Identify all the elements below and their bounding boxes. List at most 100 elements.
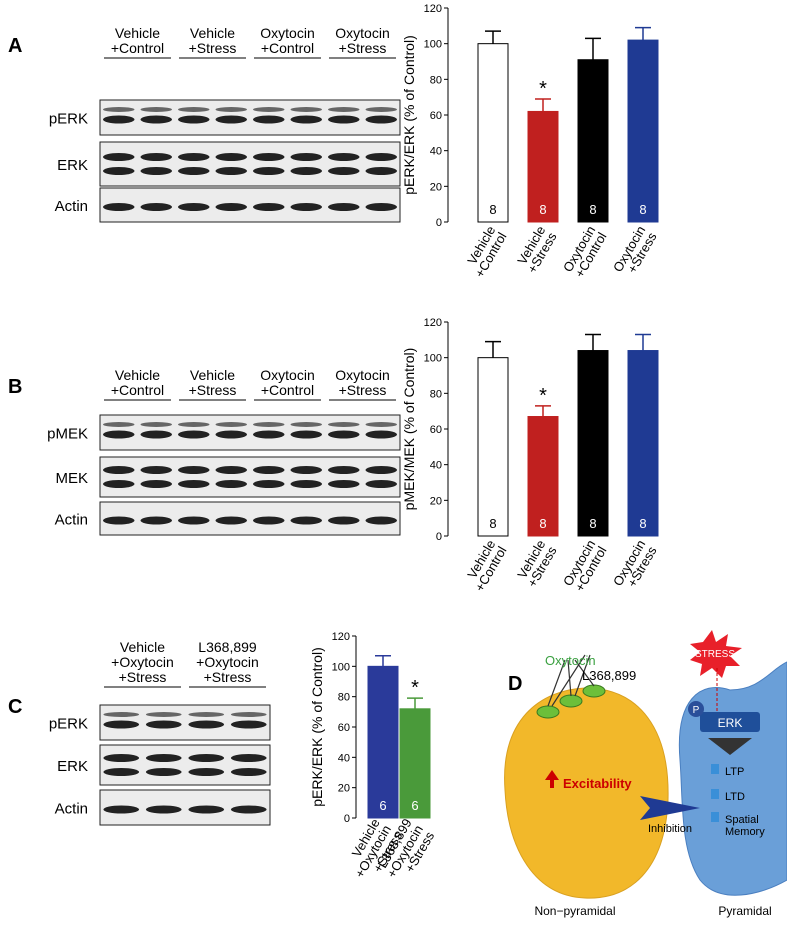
- row-label: pMEK: [47, 426, 88, 443]
- band: [103, 422, 135, 427]
- category-group: Vehicle+Control: [464, 537, 509, 594]
- error-bar: [375, 654, 391, 667]
- band: [215, 422, 247, 427]
- band: [145, 754, 182, 762]
- blot: [99, 744, 271, 786]
- band: [290, 203, 322, 211]
- row-label: ERK: [57, 157, 88, 174]
- n-label: 8: [539, 202, 546, 217]
- band: [178, 107, 210, 112]
- lane-label: Vehicle +Stress: [189, 367, 237, 398]
- lane-label: Oxytocin +Stress: [335, 25, 389, 56]
- lane-label: Vehicle +Stress: [189, 25, 237, 56]
- error-bar: [635, 333, 651, 351]
- blot: [99, 456, 401, 498]
- band: [290, 480, 322, 488]
- band: [188, 805, 225, 814]
- band: [328, 203, 360, 211]
- band: [103, 712, 140, 717]
- bar: [627, 350, 659, 537]
- band: [145, 720, 182, 729]
- band: [145, 712, 182, 717]
- band: [365, 422, 397, 427]
- outcome-arrow: [711, 789, 719, 799]
- band: [230, 768, 267, 776]
- band: [103, 805, 140, 814]
- lane-label: Oxytocin +Stress: [335, 367, 389, 398]
- band: [365, 516, 397, 525]
- y-tick-label: 120: [332, 631, 350, 643]
- band: [178, 167, 210, 175]
- significance: *: [539, 385, 547, 407]
- error-bar: [635, 26, 651, 41]
- band: [188, 768, 225, 776]
- significance: *: [411, 677, 419, 699]
- y-tick-label: 100: [424, 353, 442, 365]
- band: [140, 167, 172, 175]
- band: [253, 203, 285, 211]
- lane-label: Vehicle +Control: [111, 25, 164, 56]
- error-bar: [407, 697, 423, 709]
- n-label: 6: [379, 798, 386, 813]
- band: [103, 516, 135, 525]
- band: [140, 430, 172, 439]
- stress-burst: [690, 630, 742, 678]
- y-axis-title: pMEK/MEK (% of Control): [401, 348, 417, 511]
- band: [215, 153, 247, 161]
- bar: [477, 357, 509, 537]
- band: [215, 480, 247, 488]
- band: [290, 516, 322, 525]
- band: [140, 203, 172, 211]
- band: [290, 422, 322, 427]
- x-tick-label: Oxytocin+Stress: [610, 537, 660, 595]
- band: [253, 107, 285, 112]
- band: [328, 115, 360, 124]
- category-group: Oxytocin+Stress: [610, 537, 660, 595]
- lane-label: Oxytocin +Control: [260, 367, 314, 398]
- band: [178, 466, 210, 474]
- band: [328, 167, 360, 175]
- row-label: pERK: [49, 111, 88, 128]
- y-tick-label: 100: [332, 661, 350, 673]
- error-bar: [585, 333, 601, 351]
- band: [290, 115, 322, 124]
- band: [215, 203, 247, 211]
- band: [230, 720, 267, 729]
- band: [140, 115, 172, 124]
- y-tick-label: 100: [424, 39, 442, 51]
- y-tick-label: 0: [344, 813, 350, 825]
- band: [365, 153, 397, 161]
- x-tick-label: Vehicle+Stress: [513, 223, 560, 276]
- bar: [577, 350, 609, 537]
- band: [365, 107, 397, 112]
- band: [140, 422, 172, 427]
- row-label: Actin: [55, 512, 88, 529]
- band: [230, 712, 267, 717]
- stress-label: STRESS: [695, 649, 735, 660]
- y-tick-label: 120: [424, 3, 442, 15]
- y-tick-label: 60: [430, 424, 442, 436]
- n-label: 8: [539, 516, 546, 531]
- band: [290, 466, 322, 474]
- band: [215, 167, 247, 175]
- lane-label: Oxytocin +Control: [260, 25, 314, 56]
- panel-letter: B: [8, 376, 22, 398]
- band: [103, 720, 140, 729]
- phospho-label: P: [693, 705, 700, 716]
- ligand-label: L368,899: [582, 668, 636, 683]
- erk-arrow: [708, 738, 752, 755]
- y-tick-label: 20: [338, 783, 350, 795]
- x-tick-label: Oxytocin+Stress: [610, 223, 660, 281]
- band: [328, 430, 360, 439]
- category-group: Vehicle+Stress: [513, 223, 560, 276]
- erk-box: [700, 712, 760, 732]
- lane-label: Vehicle +Oxytocin +Stress: [111, 639, 174, 685]
- category-group: Oxytocin+Control: [560, 537, 610, 594]
- band: [178, 430, 210, 439]
- band: [253, 516, 285, 525]
- band: [253, 430, 285, 439]
- cell-label: Non−pyramidal: [534, 904, 615, 918]
- bar: [627, 39, 659, 223]
- kinase-label: ERK: [718, 716, 743, 730]
